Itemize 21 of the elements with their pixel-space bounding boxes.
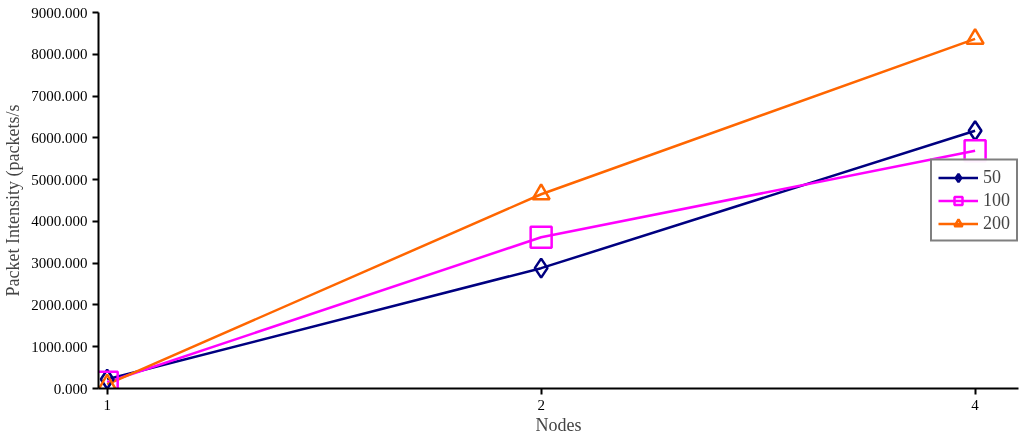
y-tick-label: 6000.000 (31, 129, 88, 146)
x-tick-label: 4 (971, 396, 980, 413)
x-tick-label: 2 (537, 396, 545, 413)
y-tick-label: 9000.000 (31, 4, 88, 21)
y-tick-label: 2000.000 (31, 296, 88, 313)
y-tick-label: 5000.000 (31, 171, 88, 188)
point (531, 183, 551, 201)
y-tick-label: 0.000 (53, 380, 88, 397)
y-tick-label: 1000.000 (31, 338, 88, 355)
y-tick-label: 7000.000 (31, 88, 88, 105)
y-axis-title: Packet Intensity (packets/s (3, 104, 25, 297)
legend-label: 200 (983, 212, 1010, 234)
y-tick-label: 3000.000 (31, 255, 88, 272)
point (533, 257, 549, 279)
y-tick-label: 8000.000 (31, 46, 88, 63)
x-axis-title: Nodes (535, 414, 582, 435)
y-tick-label: 4000.000 (31, 213, 88, 230)
point (529, 225, 553, 250)
x-tick-label: 1 (103, 396, 111, 413)
legend-label: 50 (983, 166, 1002, 188)
legend-label: 100 (983, 189, 1010, 211)
